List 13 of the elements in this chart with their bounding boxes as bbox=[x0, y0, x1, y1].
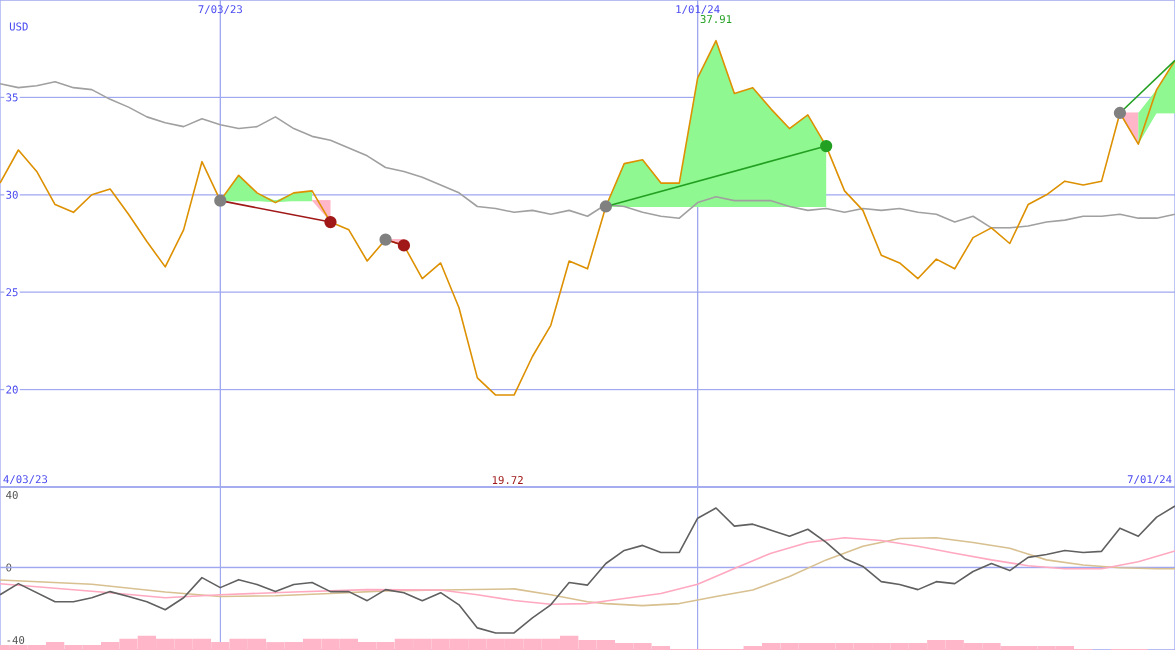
annotation: 4/03/23 bbox=[3, 475, 48, 485]
x-tick-label: 1/01/24 bbox=[676, 5, 720, 15]
annotation: 19.72 bbox=[492, 475, 523, 485]
annotation: 7/01/24 bbox=[1127, 475, 1172, 485]
x-tick-label: 7/03/23 bbox=[198, 5, 242, 15]
y-tick-label: 25 bbox=[6, 288, 18, 297]
y-tick-label: -40 bbox=[7, 635, 25, 645]
annotation: 37.91 bbox=[700, 15, 732, 24]
y-tick-label: 35 bbox=[6, 93, 18, 102]
y-tick-label: 40 bbox=[6, 490, 18, 499]
y-axis-title: USD bbox=[9, 22, 28, 31]
y-tick-label: 30 bbox=[6, 190, 18, 199]
y-tick-label: 20 bbox=[6, 385, 18, 394]
